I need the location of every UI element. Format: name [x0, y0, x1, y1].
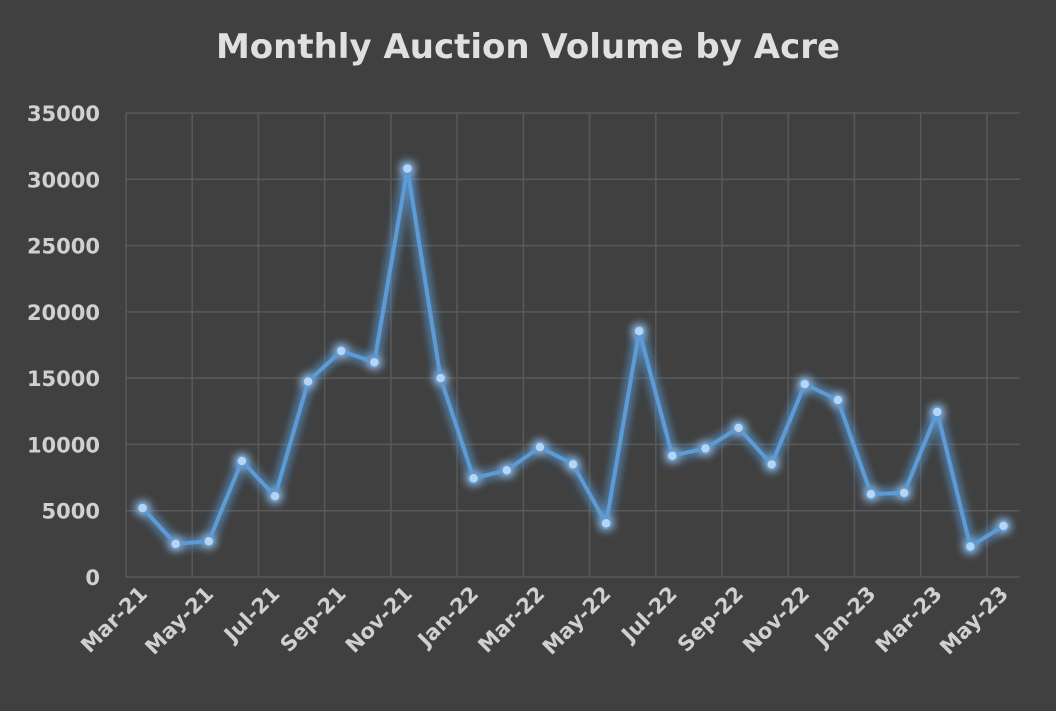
- y-tick-label: 30000: [27, 168, 100, 192]
- y-tick-label: 35000: [27, 102, 100, 126]
- data-point: [467, 472, 480, 484]
- series-group: [136, 162, 1010, 553]
- x-tick-label: Mar-22: [473, 582, 549, 658]
- data-point: [964, 540, 977, 553]
- data-point: [434, 372, 447, 384]
- x-tick-label: Mar-21: [76, 582, 152, 658]
- data-point: [931, 406, 943, 418]
- data-point: [633, 325, 645, 337]
- y-tick-label: 5000: [42, 500, 100, 524]
- x-tick-label: May-22: [538, 582, 616, 660]
- x-tick-label: Nov-21: [341, 582, 417, 658]
- y-tick-label: 0: [85, 566, 100, 590]
- data-point: [666, 449, 679, 462]
- data-point: [865, 488, 877, 500]
- x-tick-label: Nov-22: [738, 582, 814, 658]
- x-tick-label: Mar-23: [871, 582, 947, 658]
- data-point: [203, 535, 215, 547]
- data-point: [732, 422, 745, 434]
- data-point: [368, 356, 381, 368]
- data-point: [302, 375, 314, 388]
- data-point: [600, 517, 612, 530]
- data-point: [832, 394, 844, 406]
- y-tick-label: 25000: [27, 235, 100, 259]
- x-tick-label: Sep-21: [276, 582, 351, 657]
- data-point: [898, 487, 910, 499]
- data-point: [765, 458, 778, 471]
- chart-title: Monthly Auction Volume by Acre: [216, 27, 840, 67]
- y-axis: 0 5000 10000 15000 20000 25000 30000 35000: [27, 102, 100, 590]
- y-tick-label: 10000: [27, 433, 100, 457]
- data-point: [534, 441, 546, 453]
- data-point: [169, 538, 182, 550]
- data-point: [567, 458, 579, 471]
- data-point: [799, 378, 811, 390]
- x-tick-label: May-23: [935, 582, 1013, 660]
- data-point: [401, 162, 414, 175]
- x-tick-label: Jul-22: [615, 582, 681, 648]
- y-tick-label: 15000: [27, 367, 100, 391]
- data-point: [699, 442, 712, 455]
- series-line-group: [136, 162, 1010, 553]
- data-point: [269, 490, 281, 502]
- y-tick-label: 20000: [27, 301, 100, 325]
- x-tick-label: May-21: [140, 582, 218, 660]
- data-point: [236, 455, 248, 467]
- data-point: [136, 502, 149, 514]
- x-tick-label: Jan-23: [809, 582, 880, 653]
- x-tick-label: Jul-21: [218, 582, 284, 648]
- data-point: [335, 345, 347, 357]
- data-point: [997, 520, 1010, 532]
- x-tick-label: Sep-22: [673, 582, 748, 657]
- data-point: [501, 464, 513, 477]
- x-tick-label: Jan-22: [412, 582, 483, 653]
- gridlines: [125, 112, 1020, 578]
